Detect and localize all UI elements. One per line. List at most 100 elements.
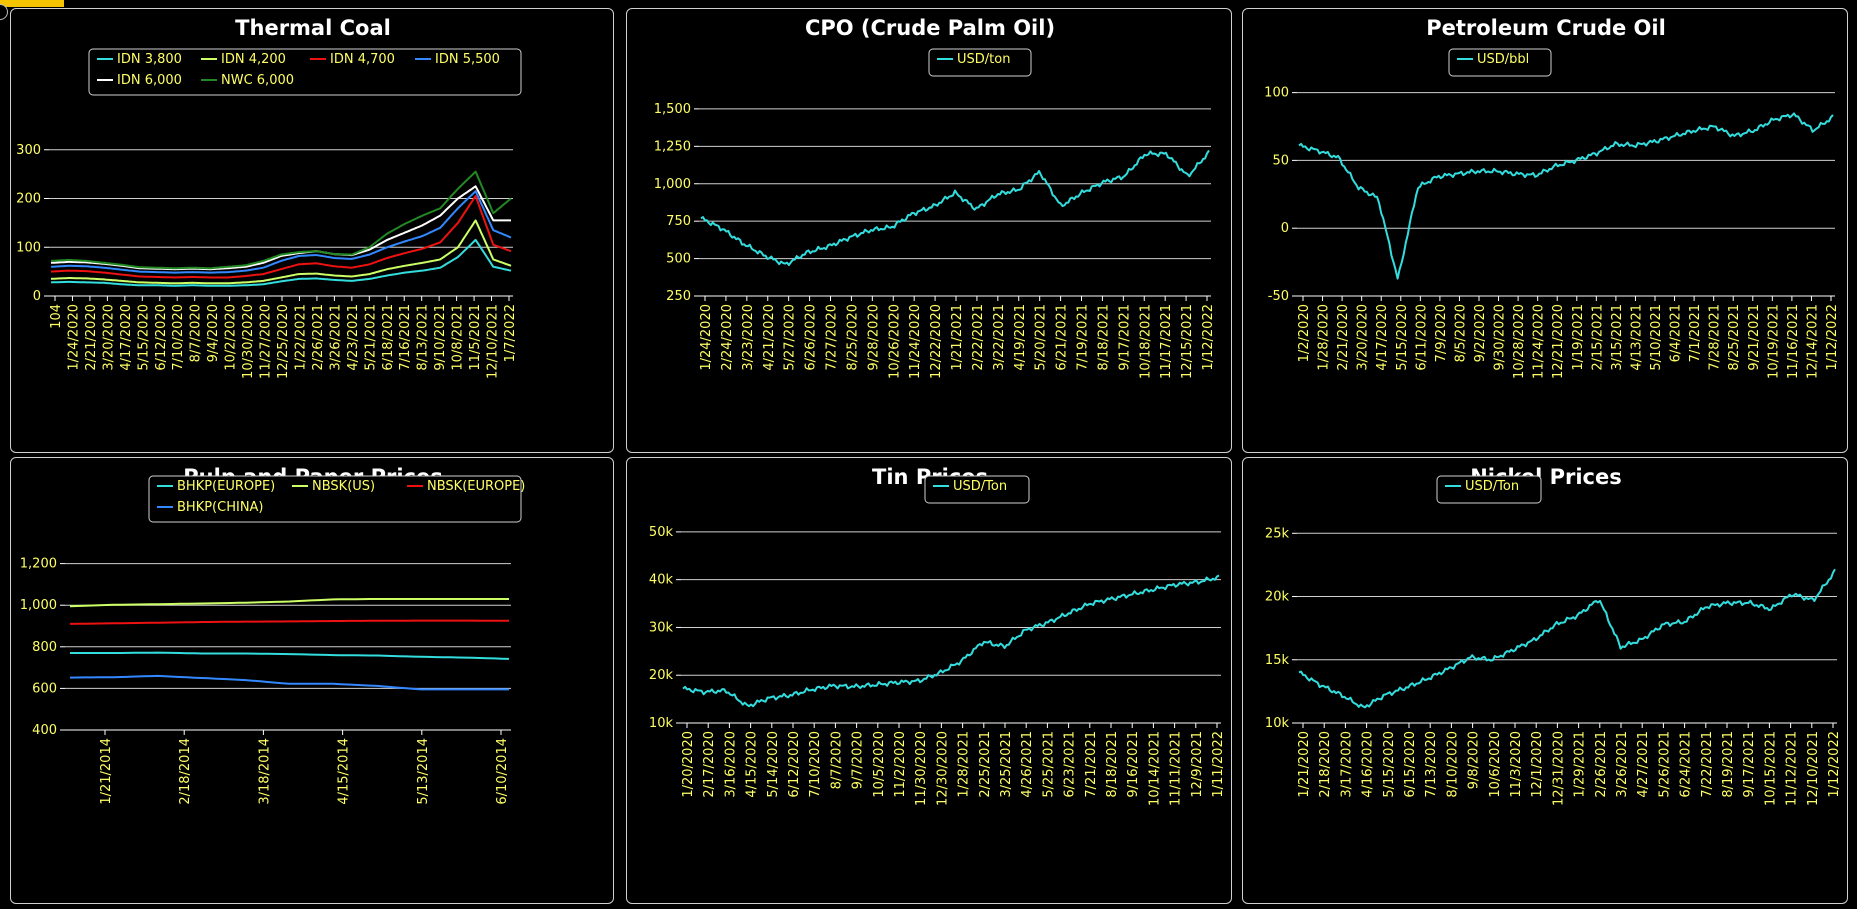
x-tick-label: 3/17/2020 bbox=[1339, 731, 1354, 798]
chart-svg-oil: Petroleum Crude Oil -50 0 50 100 1/2/2020 1/28… bbox=[1264, 16, 1840, 379]
series-line-6 bbox=[50, 170, 512, 270]
x-tick-label: 7/9/2020 bbox=[1434, 304, 1449, 362]
series-line-4 bbox=[69, 674, 509, 691]
x-tick-label: 11/5/2021 bbox=[468, 304, 483, 371]
legend-label: USD/bbl bbox=[1477, 52, 1529, 67]
y-tick-label: 40k bbox=[649, 573, 674, 588]
x-tick-label: 10/14/2021 bbox=[1147, 731, 1162, 806]
y-tick-label: 1,200 bbox=[20, 557, 57, 572]
x-tick-label: 5/13/2014 bbox=[416, 738, 431, 805]
x-tick-label: 6/18/2021 bbox=[381, 304, 396, 371]
x-tick-label: 12/10/2021 bbox=[486, 304, 501, 379]
x-tick-label: 7/22/2021 bbox=[1700, 731, 1715, 798]
x-tick-label: 2/26/2021 bbox=[311, 304, 326, 371]
legend-label: IDN 4,700 bbox=[330, 52, 395, 67]
x-tick-label: 5/15/2020 bbox=[136, 304, 151, 371]
x-tick-label: 9/30/2020 bbox=[1493, 304, 1508, 371]
chart-panel-pulp: Pulp and Paper Prices4006008001,0001,200… bbox=[10, 457, 614, 904]
x-tick-label: 4/26/2021 bbox=[1020, 731, 1035, 798]
chart-panel-coal: Thermal Coal 0 100 200 300 104 1/24/2020 2/21/2… bbox=[10, 8, 614, 453]
x-tick-label: 1/7/2022 bbox=[503, 304, 518, 362]
x-tick-label: 4/13/2021 bbox=[1629, 304, 1644, 371]
x-tick-label: 2/18/2020 bbox=[1318, 731, 1333, 798]
y-tick-label: 15k bbox=[1265, 653, 1290, 668]
x-tick-label: 5/26/2021 bbox=[1657, 731, 1672, 798]
y-tick-label: 100 bbox=[1264, 86, 1289, 101]
legend-box bbox=[1436, 475, 1542, 504]
x-tick-label: 4/23/2021 bbox=[346, 304, 361, 371]
x-tick-label: 4/15/2014 bbox=[337, 738, 352, 805]
x-tick-label: 8/13/2021 bbox=[416, 304, 431, 371]
x-tick-label: 10/5/2020 bbox=[872, 731, 887, 798]
chart-svg-tin: Tin Prices10k20k30k40k50k1/20/20202/17/2… bbox=[649, 465, 1226, 806]
x-tick-label: 2/15/2021 bbox=[1590, 304, 1605, 371]
chart-svg-cpo: CPO (Crude Palm Oil) 250 500 750 1,000 1,250 1… bbox=[654, 16, 1216, 379]
x-tick-label: 1/11/2022 bbox=[1211, 731, 1226, 798]
series-line-1 bbox=[1298, 568, 1836, 709]
x-tick-label: 1/24/2020 bbox=[699, 304, 714, 371]
x-tick-label: 7/1/2021 bbox=[1688, 304, 1703, 362]
x-tick-label: 6/26/2020 bbox=[804, 304, 819, 371]
y-tick-label: 20k bbox=[649, 668, 674, 683]
x-tick-label: 11/24/2020 bbox=[1532, 304, 1547, 379]
x-tick-label: 7/21/2021 bbox=[1084, 731, 1099, 798]
x-tick-label: 5/10/2021 bbox=[1649, 304, 1664, 371]
x-tick-label: 1/12/2022 bbox=[1827, 731, 1842, 798]
series-line-1 bbox=[682, 574, 1220, 708]
y-tick-label: 20k bbox=[1265, 590, 1290, 605]
x-tick-label: 1/22/2021 bbox=[293, 304, 308, 371]
legend-label: BHKP(CHINA) bbox=[177, 500, 264, 515]
x-tick-label: 4/17/2020 bbox=[119, 304, 134, 371]
x-tick-label: 6/24/2021 bbox=[1679, 731, 1694, 798]
x-tick-label: 3/18/2014 bbox=[257, 738, 272, 805]
legend-label: IDN 6,000 bbox=[117, 73, 182, 88]
legend-label: NBSK(EUROPE) bbox=[427, 479, 525, 494]
x-tick-label: 1/2/2020 bbox=[1297, 304, 1312, 362]
x-tick-label: 9/28/2020 bbox=[866, 304, 881, 371]
x-tick-label: 8/25/2020 bbox=[845, 304, 860, 371]
legend-label: BHKP(EUROPE) bbox=[177, 479, 275, 494]
y-tick-label: 50 bbox=[1272, 153, 1289, 168]
legend-label: USD/Ton bbox=[1465, 479, 1519, 494]
x-tick-label: 8/25/2021 bbox=[1727, 304, 1742, 371]
x-tick-label: 5/21/2021 bbox=[363, 304, 378, 371]
x-tick-label: 1/12/2022 bbox=[1201, 304, 1216, 371]
x-tick-label: 4/17/2020 bbox=[1375, 304, 1390, 371]
x-tick-label: 12/1/2020 bbox=[1530, 731, 1545, 798]
chart-panel-cpo: CPO (Crude Palm Oil) 250 500 750 1,000 1,250 1… bbox=[626, 8, 1232, 453]
x-tick-label: 11/11/2021 bbox=[1169, 731, 1184, 806]
x-tick-label: 1/21/2020 bbox=[1297, 731, 1312, 798]
x-tick-label: 5/25/2021 bbox=[1041, 731, 1056, 798]
y-tick-label: 10k bbox=[649, 716, 674, 731]
legend-label: IDN 5,500 bbox=[435, 52, 500, 67]
x-tick-label: 2/25/2021 bbox=[978, 731, 993, 798]
x-tick-label: 9/4/2020 bbox=[206, 304, 221, 362]
series-line-1 bbox=[50, 238, 512, 287]
y-tick-label: 250 bbox=[666, 289, 691, 304]
x-tick-label: 8/7/2020 bbox=[189, 304, 204, 362]
y-tick-label: 300 bbox=[16, 143, 41, 158]
x-tick-label: 12/30/2020 bbox=[935, 731, 950, 806]
x-tick-label: 2/21/2020 bbox=[84, 304, 99, 371]
x-tick-label: 5/15/2020 bbox=[1382, 731, 1397, 798]
legend-label: IDN 3,800 bbox=[117, 52, 182, 67]
x-tick-label: 10/6/2020 bbox=[1488, 731, 1503, 798]
x-tick-label: 9/21/2021 bbox=[1747, 304, 1762, 371]
x-tick-label: 3/26/2021 bbox=[1615, 731, 1630, 798]
x-tick-label: 12/10/2021 bbox=[1806, 731, 1821, 806]
series-line-2 bbox=[50, 219, 512, 285]
x-tick-label: 12/14/2021 bbox=[1805, 304, 1820, 379]
x-tick-label: 11/2/2020 bbox=[893, 731, 908, 798]
chart-panel-oil: Petroleum Crude Oil -50 0 50 100 1/2/2020 1/28… bbox=[1242, 8, 1848, 453]
x-tick-label: 7/10/2020 bbox=[808, 731, 823, 798]
x-tick-label: 10/28/2020 bbox=[1512, 304, 1527, 379]
corner-accent bbox=[0, 0, 64, 7]
legend-label: USD/ton bbox=[957, 52, 1010, 67]
x-tick-label: 4/15/2020 bbox=[745, 731, 760, 798]
x-tick-label: 12/15/2021 bbox=[1180, 304, 1195, 379]
x-tick-label: 1/21/2021 bbox=[950, 304, 965, 371]
x-tick-label: 12/31/2020 bbox=[1551, 731, 1566, 806]
x-tick-label: 11/3/2020 bbox=[1509, 731, 1524, 798]
x-tick-label: 5/15/2020 bbox=[1395, 304, 1410, 371]
